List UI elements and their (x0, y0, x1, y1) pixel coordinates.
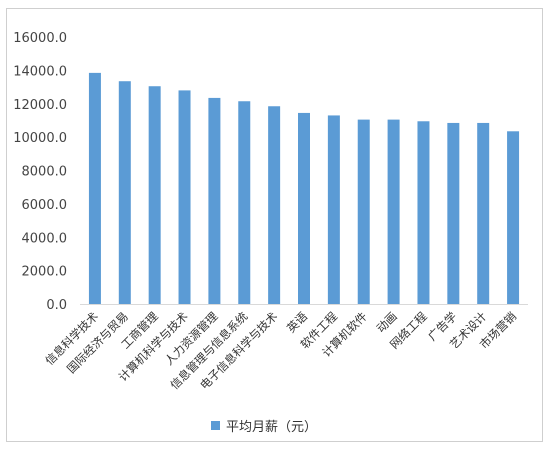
bar (118, 81, 131, 304)
y-tick-label: 8000.0 (22, 165, 68, 180)
y-tick-label: 6000.0 (22, 198, 68, 213)
y-tick-label: 14000.0 (13, 64, 67, 79)
bar (507, 131, 520, 304)
bar (88, 72, 101, 304)
legend: 平均月薪（元） (211, 416, 318, 435)
y-tick-label: 4000.0 (22, 231, 68, 246)
bars (88, 72, 520, 305)
bar (327, 115, 340, 305)
bar (477, 122, 490, 304)
bar (238, 101, 251, 304)
bar (178, 90, 191, 305)
bar (268, 106, 281, 304)
y-axis: 0.0 2000.0 4000.0 6000.0 8000.0 10000.0 12000.… (13, 31, 67, 313)
bar (357, 119, 370, 305)
y-tick-label: 2000.0 (22, 265, 68, 280)
x-tick-label: 英语 (284, 309, 311, 336)
x-tick-label: 动画 (374, 309, 400, 335)
legend-swatch (211, 420, 220, 430)
bar (387, 119, 400, 305)
bar (208, 97, 221, 304)
y-tick-label: 16000.0 (13, 31, 67, 46)
bar (148, 86, 161, 305)
bar (417, 121, 430, 304)
y-tick-label: 10000.0 (13, 131, 67, 146)
x-axis-labels: 信息科学技术国际经济与贸易工商管理计算机科学与技术人力资源管理信息管理与信息系统… (42, 309, 519, 392)
y-tick-label: 12000.0 (13, 98, 67, 113)
legend-label: 平均月薪（元） (226, 419, 318, 435)
bar (298, 112, 310, 304)
bar (447, 122, 460, 304)
y-tick-label: 0.0 (46, 298, 67, 313)
